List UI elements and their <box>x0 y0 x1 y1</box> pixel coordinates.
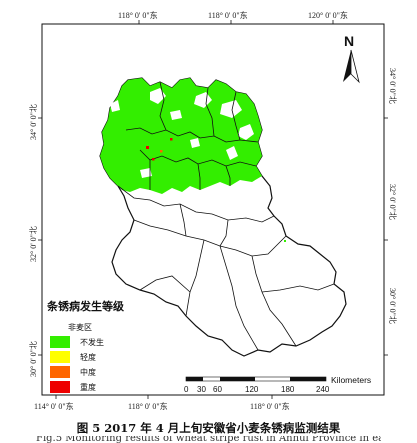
lon-tick-top-2: 118° 0' 0"东 <box>208 10 248 20</box>
lon-tick-top-3: 120° 0' 0"东 <box>308 10 348 20</box>
legend-label-mild: 轻度 <box>80 352 96 362</box>
latitude-ticks-left: 34° 0' 0"北 32° 0' 0"北 30° 0' 0"北 <box>29 104 42 377</box>
lat-tick-left-2: 32° 0' 0"北 <box>29 226 38 262</box>
longitude-ticks-top: 118° 0' 0"东 118° 0' 0"东 120° 0' 0"东 <box>118 10 348 24</box>
map-figure: 118° 0' 0"东 118° 0' 0"东 120° 0' 0"东 114°… <box>29 10 397 411</box>
legend-label-moderate: 中度 <box>80 367 96 377</box>
figure-caption: 图 5 2017 年 4 月上旬安徽省小麦条锈病监测结果 <box>76 421 341 435</box>
legend-swatch-severe <box>50 381 70 393</box>
legend: 条锈病发生等级 非麦区 不发生 轻度 中度 重度 <box>46 299 125 393</box>
figure-caption-cut-text: Fig.5 Monitoring results of wheat stripe… <box>36 436 381 443</box>
lat-tick-right-1: 34° 0' 0"北 <box>388 68 397 104</box>
scale-tick-60: 60 <box>213 385 222 394</box>
severe-spots <box>146 138 173 161</box>
north-arrow-icon: N <box>343 33 360 84</box>
figure-caption-cut: Fig.5 Monitoring results of wheat stripe… <box>36 436 381 443</box>
lat-tick-right-2: 32° 0' 0"北 <box>388 184 397 220</box>
legend-swatch-moderate <box>50 366 70 378</box>
north-label: N <box>344 33 354 49</box>
scale-tick-30: 30 <box>197 385 206 394</box>
scale-tick-180: 180 <box>281 385 295 394</box>
lon-tick-top-1: 118° 0' 0"东 <box>118 10 158 20</box>
scale-tick-0: 0 <box>184 385 189 394</box>
lon-tick-bottom-3: 118° 0' 0"东 <box>250 401 290 411</box>
longitude-ticks-bottom: 114° 0' 0"东 118° 0' 0"东 118° 0' 0"东 <box>34 395 290 411</box>
green-fleck <box>284 240 286 242</box>
legend-label-no-wheat: 非麦区 <box>68 322 92 332</box>
legend-label-no-disease: 不发生 <box>80 337 104 347</box>
city-boundaries <box>117 81 335 351</box>
moderate-spots <box>160 150 163 153</box>
lon-tick-bottom-2: 118° 0' 0"东 <box>128 401 168 411</box>
legend-title: 条锈病发生等级 <box>46 299 125 313</box>
scale-title: Kilometers <box>331 375 371 385</box>
no-disease-region <box>100 78 262 194</box>
latitude-ticks-right: 34° 0' 0"北 32° 0' 0"北 30° 0' 0"北 <box>384 68 397 356</box>
legend-swatch-no-disease <box>50 336 70 348</box>
scale-tick-120: 120 <box>245 385 259 394</box>
lat-tick-left-1: 34° 0' 0"北 <box>29 104 38 140</box>
legend-label-severe: 重度 <box>80 382 96 392</box>
scale-bar: Kilometers 0 30 60 120 180 240 <box>184 375 371 394</box>
map-frame <box>41 23 385 396</box>
legend-swatch-mild <box>50 351 70 363</box>
scale-tick-240: 240 <box>316 385 330 394</box>
lat-tick-right-3: 30° 0' 0"北 <box>388 288 397 324</box>
lon-tick-bottom-1: 114° 0' 0"东 <box>34 401 74 411</box>
lat-tick-left-3: 30° 0' 0"北 <box>29 341 38 377</box>
